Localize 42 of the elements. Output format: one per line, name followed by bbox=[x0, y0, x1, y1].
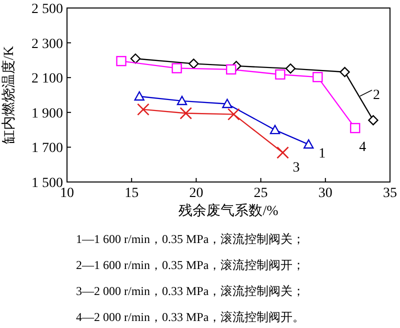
point bbox=[134, 91, 144, 101]
point bbox=[312, 72, 323, 82]
text: 4—2 000 r/min，0.33 MPa，滚流控制阀开。 bbox=[76, 310, 305, 324]
point bbox=[270, 124, 280, 134]
text: 1—1 600 r/min，0.35 MPa，滚流控制阀关； bbox=[76, 232, 305, 246]
y-tick-label: 1 500 bbox=[32, 176, 63, 191]
point bbox=[188, 58, 199, 69]
series-label: 4 bbox=[359, 140, 366, 156]
point bbox=[276, 146, 289, 159]
point bbox=[275, 69, 286, 80]
point bbox=[116, 56, 126, 66]
point bbox=[176, 96, 188, 106]
y-tick-label: 1 700 bbox=[32, 141, 63, 156]
text: 3—2 000 r/min，0.33 MPa，滚流控制阀关； bbox=[76, 284, 305, 298]
series-label: 3 bbox=[292, 160, 300, 176]
point bbox=[340, 66, 350, 78]
text: 2—1 600 r/min，0.35 MPa，滚流控制阀开； bbox=[76, 258, 305, 272]
point bbox=[227, 108, 240, 121]
point bbox=[130, 54, 141, 64]
point bbox=[172, 63, 182, 74]
x-tick-label: 10 bbox=[60, 186, 74, 201]
y-tick-label: 1 900 bbox=[32, 106, 63, 122]
series-label: 1 bbox=[318, 146, 326, 162]
y-tick-label: 2 300 bbox=[32, 36, 63, 52]
point bbox=[226, 64, 236, 75]
point bbox=[180, 107, 192, 120]
x-tick-label: 35 bbox=[383, 186, 397, 201]
x-tick-label: 15 bbox=[124, 186, 139, 201]
point bbox=[304, 139, 314, 149]
x-tick-label: 30 bbox=[318, 186, 332, 201]
point bbox=[285, 63, 296, 74]
y-tick-label: 2 500 bbox=[32, 2, 63, 17]
point bbox=[222, 98, 232, 108]
x-axis-title: 残余废气系数/% bbox=[178, 203, 279, 219]
x-tick-label: 25 bbox=[254, 186, 268, 201]
y-axis-title: 缸内燃烧温度/K bbox=[1, 46, 17, 144]
point bbox=[350, 122, 360, 134]
point bbox=[368, 115, 378, 126]
legend-label: 2 bbox=[372, 88, 380, 104]
point bbox=[137, 103, 150, 116]
x-tick-label: 20 bbox=[189, 186, 204, 201]
y-tick-label: 2 100 bbox=[32, 72, 63, 87]
